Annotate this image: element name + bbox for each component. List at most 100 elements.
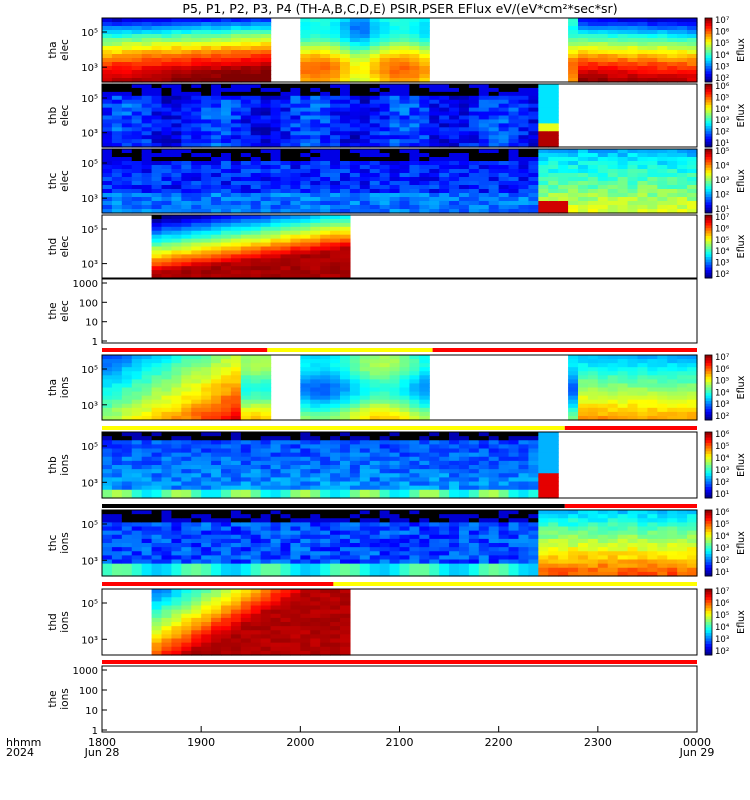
spectro-cell — [230, 22, 242, 27]
spectro-cell — [637, 411, 649, 417]
spectro-cell — [459, 131, 470, 136]
spectro-cell — [260, 149, 272, 154]
spectro-cell — [191, 371, 202, 376]
colorbar-cell — [705, 170, 712, 174]
spectro-cell — [161, 111, 173, 117]
spectro-cell — [369, 149, 381, 154]
spectro-cell — [399, 131, 411, 136]
spectro-cell — [191, 375, 202, 380]
spectro-cell — [439, 571, 450, 577]
spectro-cell — [419, 359, 430, 364]
spectro-cell — [230, 42, 242, 47]
spectro-cell — [647, 379, 658, 385]
spectro-cell — [637, 30, 649, 35]
spectro-cell — [121, 30, 133, 35]
spectro-cell — [389, 543, 401, 548]
spectro-cell — [151, 215, 163, 220]
spectro-cell — [399, 563, 411, 569]
spectro-cell — [260, 46, 272, 51]
spectro-cell — [349, 209, 361, 214]
spectro-cell — [250, 395, 262, 401]
spectro-cell — [290, 250, 301, 255]
spectro-cell — [647, 415, 658, 421]
spectro-cell — [320, 473, 331, 478]
spectro-cell — [240, 403, 252, 409]
spectro-cell — [201, 538, 212, 544]
spectro-cell — [171, 375, 182, 380]
spectro-cell — [270, 547, 282, 552]
spectro-cell — [310, 169, 321, 174]
spectro-cell — [340, 131, 351, 136]
spectro-cell — [647, 355, 658, 360]
spectro-cell — [429, 571, 440, 577]
colorbar-tick-label: 10³ — [715, 116, 729, 126]
spectro-cell — [478, 209, 490, 214]
colorbar-cell — [705, 470, 712, 474]
spectro-cell — [429, 209, 440, 214]
spectro-cell — [310, 165, 321, 170]
spectro-cell — [359, 469, 371, 474]
spectro-cell — [111, 538, 123, 544]
spectro-cell — [111, 355, 123, 360]
spectro-cell — [468, 177, 480, 182]
spectro-cell — [359, 465, 371, 470]
spectro-cell — [102, 119, 113, 124]
spectro-cell — [399, 391, 411, 397]
spectro-cell — [240, 226, 252, 232]
spectro-cell — [340, 201, 351, 206]
colorbar-cell — [705, 264, 712, 269]
spectro-cell — [211, 38, 222, 43]
spectro-cell — [548, 469, 559, 474]
spectro-cell — [221, 543, 232, 548]
spectro-cell — [478, 201, 490, 206]
spectro-cell — [647, 169, 658, 174]
spectro-cell — [102, 522, 113, 528]
spectro-cell — [647, 407, 658, 413]
spectro-cell — [389, 103, 401, 109]
spectro-cell — [478, 111, 490, 117]
spectro-cell — [389, 473, 401, 478]
spectro-cell — [359, 481, 371, 487]
spectro-cell — [310, 415, 321, 421]
spectro-cell — [657, 34, 668, 39]
spectro-cell — [409, 78, 420, 83]
spectro-cell — [439, 149, 450, 154]
spectro-cell — [221, 46, 232, 51]
spectro-cell — [161, 238, 173, 244]
spectro-cell — [389, 551, 401, 556]
spectro-cell — [121, 363, 133, 368]
spectro-cell — [201, 246, 212, 252]
spectro-cell — [171, 452, 182, 458]
spectro-cell — [111, 127, 123, 132]
spectro-cell — [151, 477, 163, 483]
spectro-cell — [359, 395, 371, 401]
spectro-cell — [230, 161, 242, 166]
spectro-cell — [429, 473, 440, 478]
spectro-cell — [250, 111, 262, 117]
spectro-cell — [161, 489, 173, 495]
spectro-cell — [340, 99, 351, 105]
spectro-cell — [161, 193, 173, 198]
spectro-cell — [330, 485, 341, 491]
spectro-cell — [340, 559, 351, 565]
spectro-cell — [627, 70, 639, 75]
spectro-cell — [171, 18, 182, 23]
spectro-cell — [141, 379, 153, 385]
spectro-cell — [221, 440, 232, 445]
spectro-cell — [221, 165, 232, 170]
spectro-cell — [221, 149, 232, 154]
spectro-cell — [627, 379, 639, 385]
spectro-cell — [300, 169, 311, 174]
spectro-cell — [102, 91, 113, 97]
spectro-cell — [627, 173, 639, 178]
spectro-cell — [250, 103, 262, 109]
spectro-cell — [221, 58, 232, 63]
spectro-cell — [568, 74, 579, 79]
spectro-cell — [211, 254, 222, 259]
spectro-cell — [300, 38, 311, 43]
spectro-cell — [121, 201, 133, 206]
spectro-cell — [508, 448, 520, 454]
spectro-cell — [657, 46, 668, 51]
spectro-cell — [191, 161, 202, 166]
spectro-cell — [379, 522, 391, 528]
